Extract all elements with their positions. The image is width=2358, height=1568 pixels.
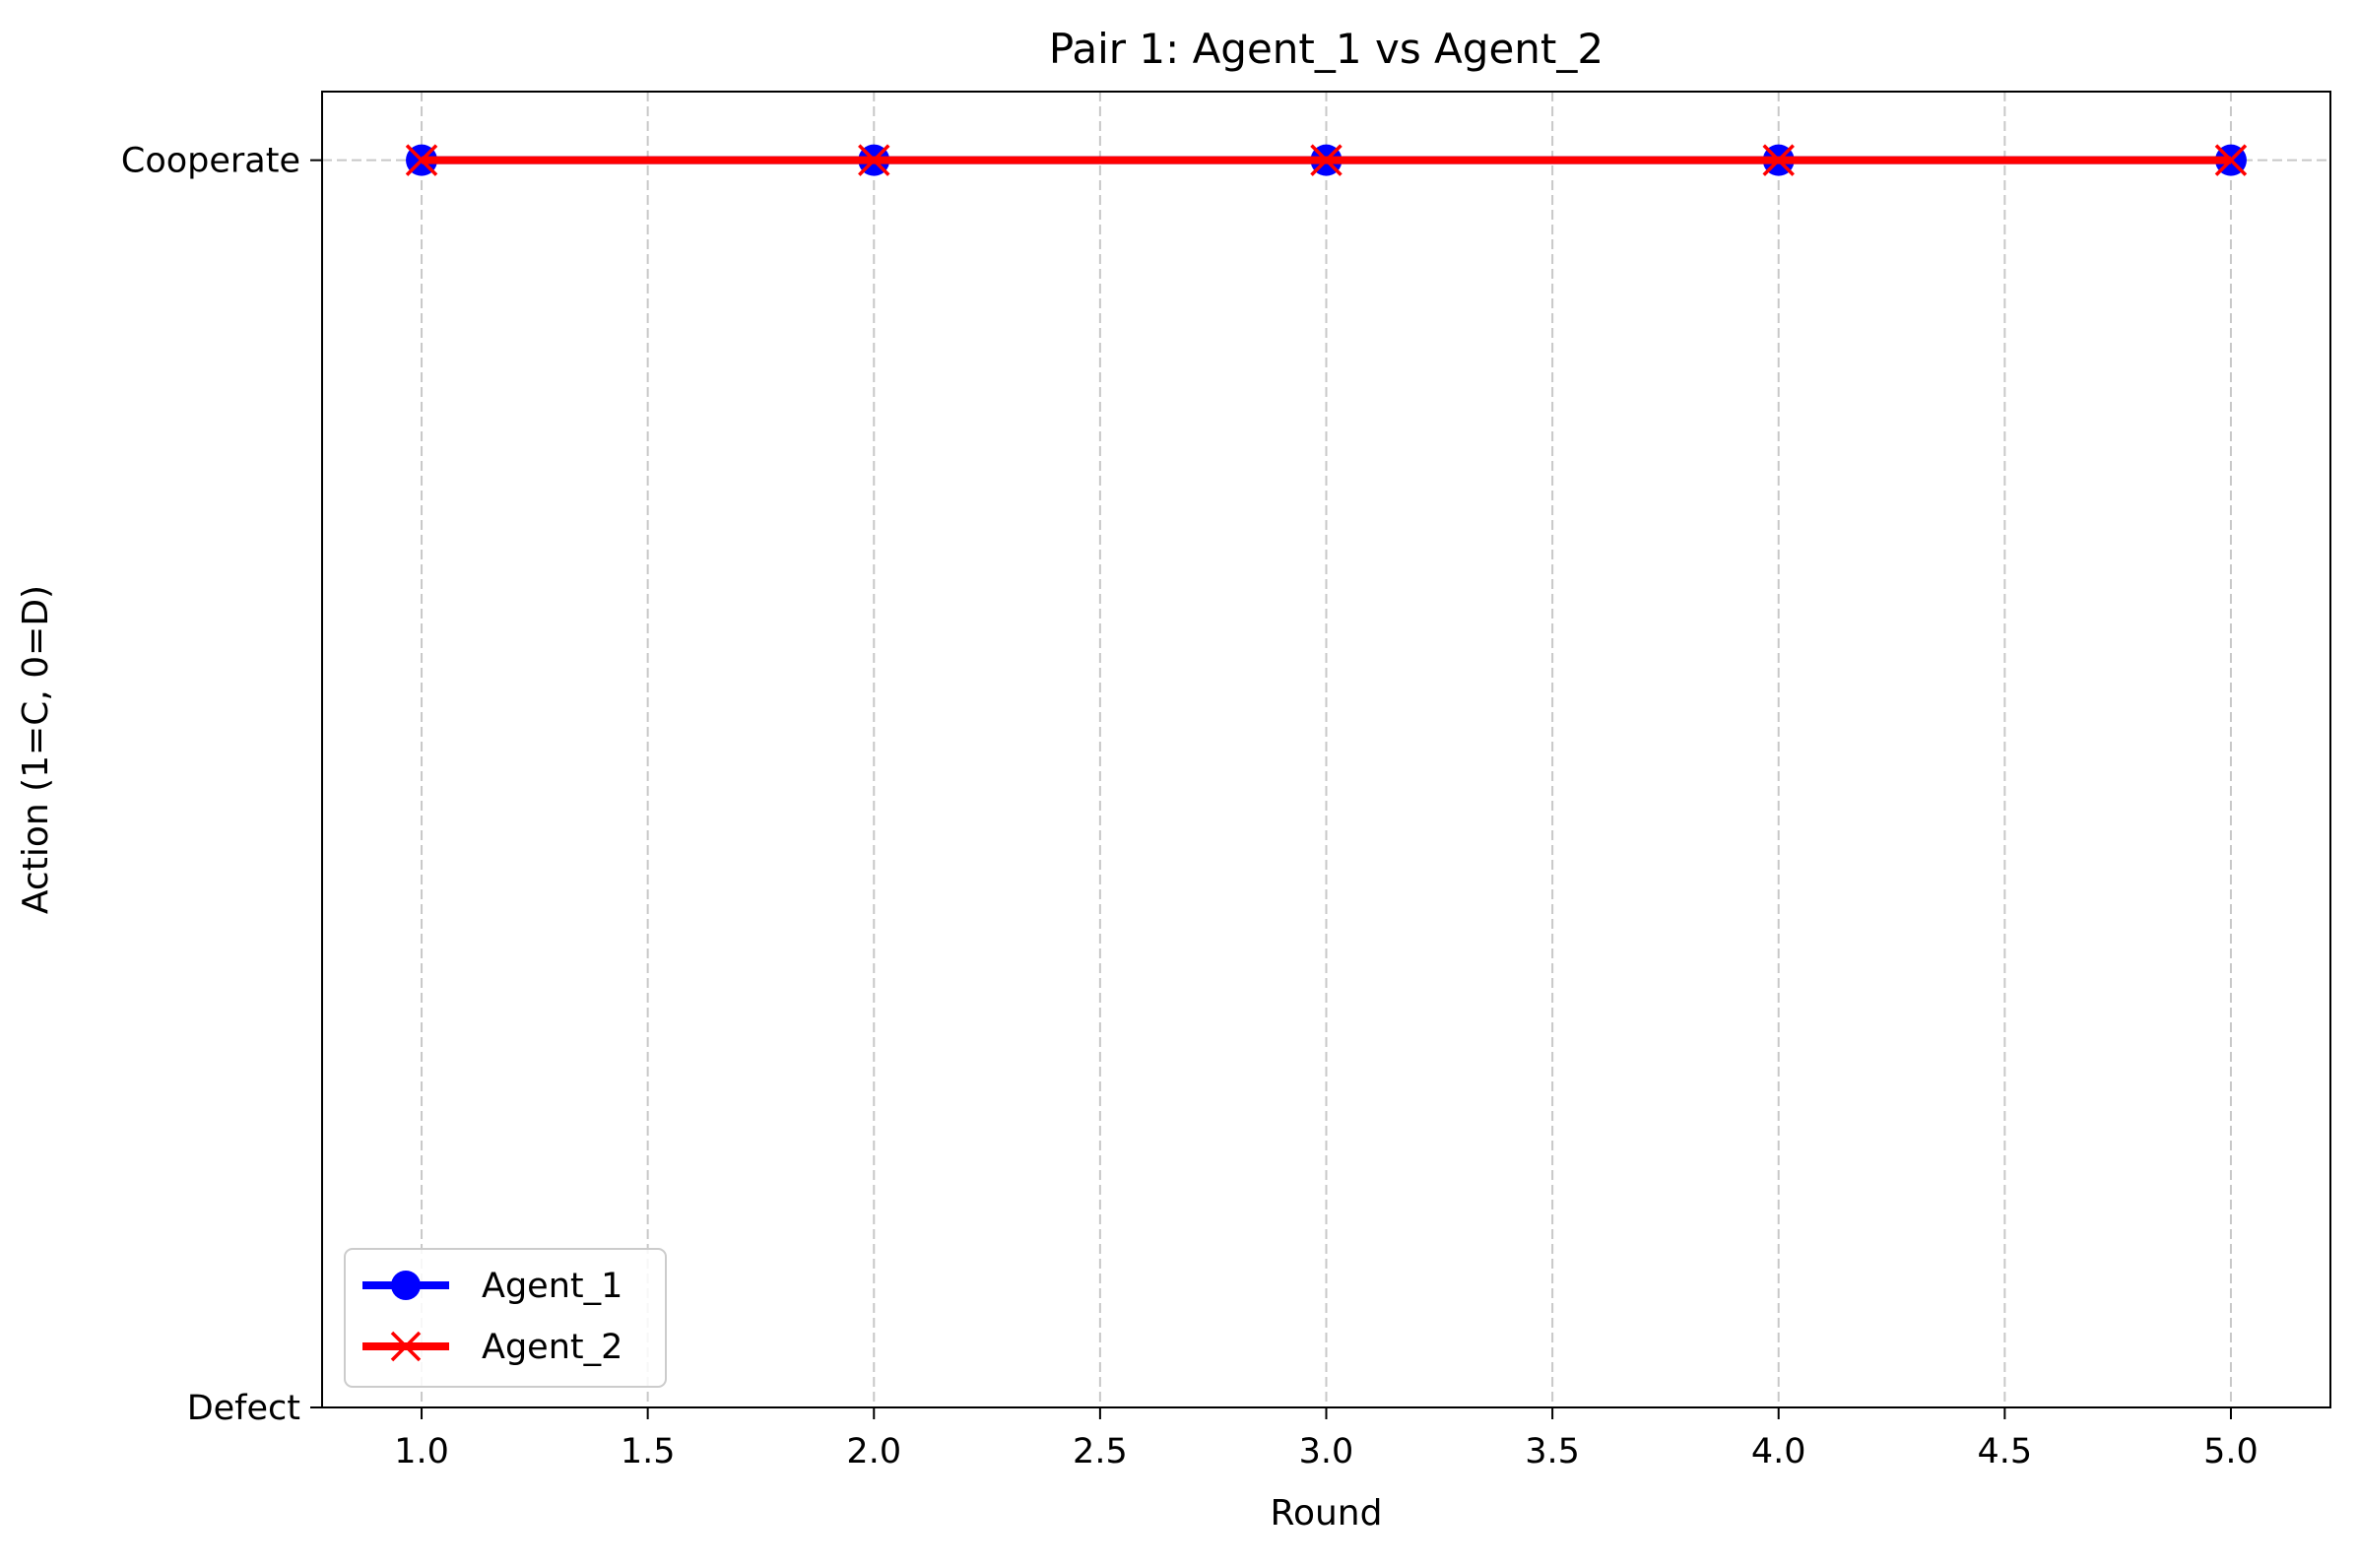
y-axis-label: Action (1=C, 0=D) bbox=[16, 585, 56, 914]
data-point-circle bbox=[391, 1271, 421, 1300]
x-marker-stroke bbox=[1310, 144, 1343, 176]
data-point-x bbox=[1310, 144, 1343, 176]
series-2 bbox=[405, 144, 2248, 176]
grid bbox=[322, 92, 2330, 1407]
x-tick-label: 3.5 bbox=[1525, 1432, 1580, 1471]
data-point-x bbox=[1762, 144, 1795, 176]
data-point-x bbox=[2214, 144, 2248, 176]
x-marker-stroke bbox=[2214, 144, 2248, 176]
legend-label: Agent_1 bbox=[482, 1267, 622, 1306]
legend-item-1: Agent_1 bbox=[362, 1267, 622, 1306]
x-marker-stroke bbox=[1762, 144, 1795, 176]
x-tick-label: 5.0 bbox=[2203, 1432, 2259, 1471]
series-layer bbox=[405, 144, 2248, 176]
x-tick-label: 3.0 bbox=[1299, 1432, 1354, 1471]
y-tick-label: Defect bbox=[187, 1389, 300, 1428]
x-marker-stroke bbox=[405, 144, 438, 176]
ticks: 1.0 1.5 2.0 2.5 3.0 3.5 4.0 4.5 5.0 Defect Coopera… bbox=[121, 142, 2259, 1471]
x-tick-label: 4.0 bbox=[1751, 1432, 1806, 1471]
y-tick-label: Cooperate bbox=[121, 142, 300, 181]
legend-item-2: Agent_2 bbox=[362, 1328, 622, 1367]
legend: Agent_1 Agent_2 bbox=[344, 1248, 667, 1388]
data-point-x bbox=[858, 144, 890, 176]
chart-title: Pair 1: Agent_1 vs Agent_2 bbox=[1049, 25, 1604, 73]
x-tick-label: 4.5 bbox=[1978, 1432, 2033, 1471]
x-marker-stroke bbox=[390, 1331, 422, 1362]
x-tick-label: 2.5 bbox=[1073, 1432, 1128, 1471]
legend-label: Agent_2 bbox=[482, 1328, 622, 1367]
x-tick-label: 1.5 bbox=[621, 1432, 676, 1471]
data-point-x bbox=[405, 144, 438, 176]
x-tick-label: 1.0 bbox=[394, 1432, 449, 1471]
x-marker-stroke bbox=[858, 144, 890, 176]
x-tick-label: 2.0 bbox=[846, 1432, 901, 1471]
x-axis-label: Round bbox=[1271, 1493, 1383, 1534]
data-point-x bbox=[390, 1331, 422, 1362]
